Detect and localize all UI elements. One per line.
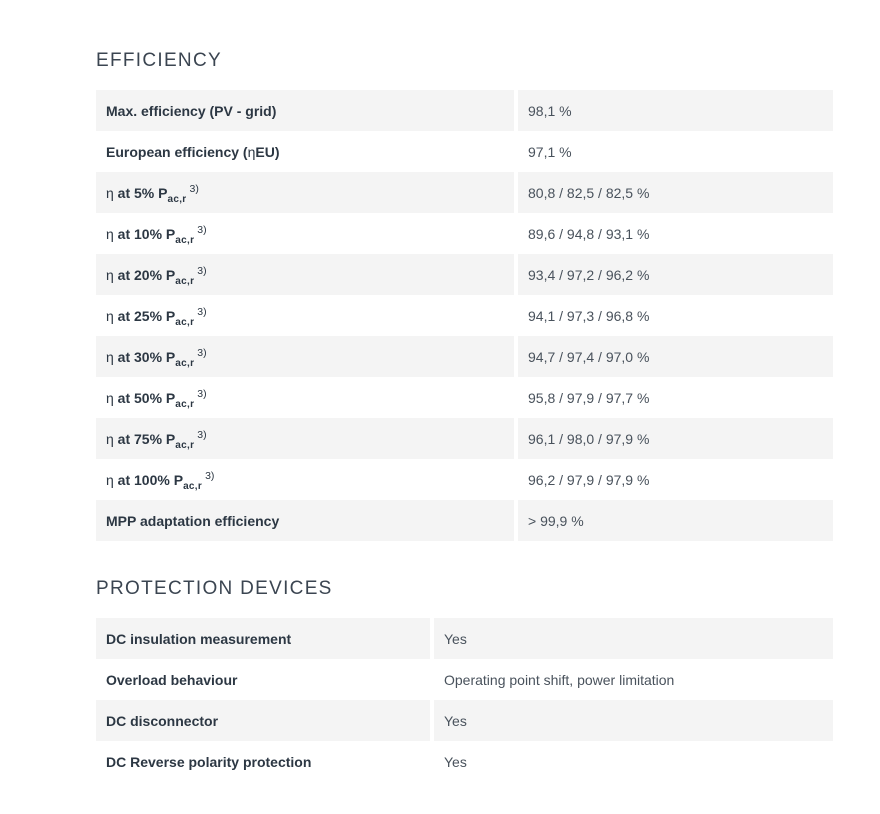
spec-label: η at 20% Pac,r3) [96, 254, 514, 295]
spec-label: η at 10% Pac,r3) [96, 213, 514, 254]
label-text: DC disconnector [106, 712, 219, 729]
spec-value: 94,7 / 97,4 / 97,0 % [518, 336, 833, 377]
spec-value: 94,1 / 97,3 / 96,8 % [518, 295, 833, 336]
spec-label: DC disconnector [96, 700, 430, 741]
spec-label: η at 100% Pac,r3) [96, 459, 514, 500]
table-row: Max. efficiency (PV - grid) 98,1 % [96, 90, 833, 131]
spec-label: MPP adaptation efficiency [96, 500, 514, 541]
table-row: η at 5% Pac,r3) 80,8 / 82,5 / 82,5 % [96, 172, 833, 213]
label-text: Max. efficiency (PV - grid) [106, 102, 277, 119]
label-text: η at 50% Pac,r3) [106, 387, 207, 410]
table-row: η at 20% Pac,r3) 93,4 / 97,2 / 96,2 % [96, 254, 833, 295]
spec-value: 95,8 / 97,9 / 97,7 % [518, 377, 833, 418]
subscript: ac,r [167, 193, 187, 205]
spec-value: 96,2 / 97,9 / 97,9 % [518, 459, 833, 500]
label-text: European efficiency (ηEU) [106, 143, 280, 160]
subscript: ac,r [175, 234, 195, 246]
label-text: η at 30% Pac,r3) [106, 346, 207, 369]
footnote-marker: 3) [189, 182, 199, 195]
spec-value: > 99,9 % [518, 500, 833, 541]
protection-devices-section: PROTECTION DEVICES DC insulation measure… [96, 578, 833, 782]
footnote-marker: 3) [205, 469, 215, 482]
label-text: Overload behaviour [106, 671, 238, 688]
subscript: ac,r [175, 357, 195, 369]
datasheet-page: EFFICIENCY Max. efficiency (PV - grid) 9… [96, 50, 833, 782]
eta-symbol: η [106, 266, 114, 283]
spec-value: 97,1 % [518, 131, 833, 172]
spec-value: Yes [434, 741, 833, 782]
eta-symbol: η [106, 430, 114, 447]
label-text: DC insulation measurement [106, 630, 292, 647]
label-text: MPP adaptation efficiency [106, 512, 280, 529]
spec-label: η at 30% Pac,r3) [96, 336, 514, 377]
label-text: DC Reverse polarity protection [106, 753, 312, 770]
table-row: European efficiency (ηEU) 97,1 % [96, 131, 833, 172]
footnote-marker: 3) [197, 346, 207, 359]
eta-symbol: η [106, 389, 114, 406]
footnote-marker: 3) [197, 428, 207, 441]
eta-symbol: η [106, 471, 114, 488]
table-row: η at 75% Pac,r3) 96,1 / 98,0 / 97,9 % [96, 418, 833, 459]
label-text: η at 20% Pac,r3) [106, 264, 207, 287]
eta-symbol: η [106, 307, 114, 324]
spec-label: η at 5% Pac,r3) [96, 172, 514, 213]
spec-value: 80,8 / 82,5 / 82,5 % [518, 172, 833, 213]
subscript: ac,r [183, 480, 203, 492]
eta-symbol: η [106, 225, 114, 242]
spec-label: η at 25% Pac,r3) [96, 295, 514, 336]
spec-value: Yes [434, 700, 833, 741]
footnote-marker: 3) [197, 223, 207, 236]
label-text: η at 10% Pac,r3) [106, 223, 207, 246]
table-row: DC insulation measurement Yes [96, 618, 833, 659]
table-row: η at 10% Pac,r3) 89,6 / 94,8 / 93,1 % [96, 213, 833, 254]
table-row: η at 50% Pac,r3) 95,8 / 97,9 / 97,7 % [96, 377, 833, 418]
spec-value: 89,6 / 94,8 / 93,1 % [518, 213, 833, 254]
spec-label: Max. efficiency (PV - grid) [96, 90, 514, 131]
label-text: η at 25% Pac,r3) [106, 305, 207, 328]
footnote-marker: 3) [197, 387, 207, 400]
subscript: ac,r [175, 439, 195, 451]
spec-label: Overload behaviour [96, 659, 430, 700]
table-row: η at 30% Pac,r3) 94,7 / 97,4 / 97,0 % [96, 336, 833, 377]
spec-value: 93,4 / 97,2 / 96,2 % [518, 254, 833, 295]
efficiency-section: EFFICIENCY Max. efficiency (PV - grid) 9… [96, 50, 833, 541]
spec-label: DC insulation measurement [96, 618, 430, 659]
label-text: η at 75% Pac,r3) [106, 428, 207, 451]
subscript: ac,r [175, 316, 195, 328]
spec-label: η at 75% Pac,r3) [96, 418, 514, 459]
protection-devices-table: DC insulation measurement Yes Overload b… [96, 618, 833, 782]
table-row: MPP adaptation efficiency > 99,9 % [96, 500, 833, 541]
table-row: DC disconnector Yes [96, 700, 833, 741]
footnote-marker: 3) [197, 264, 207, 277]
table-row: η at 100% Pac,r3) 96,2 / 97,9 / 97,9 % [96, 459, 833, 500]
label-text: η at 5% Pac,r3) [106, 182, 199, 205]
spec-value: 98,1 % [518, 90, 833, 131]
table-row: η at 25% Pac,r3) 94,1 / 97,3 / 96,8 % [96, 295, 833, 336]
spec-value: Yes [434, 618, 833, 659]
eta-symbol: η [247, 143, 256, 160]
eta-symbol: η [106, 184, 114, 201]
efficiency-table: Max. efficiency (PV - grid) 98,1 % Europ… [96, 90, 833, 541]
eta-symbol: η [106, 348, 114, 365]
subscript: ac,r [175, 275, 195, 287]
spec-label: European efficiency (ηEU) [96, 131, 514, 172]
label-text: η at 100% Pac,r3) [106, 469, 215, 492]
table-row: DC Reverse polarity protection Yes [96, 741, 833, 782]
table-row: Overload behaviour Operating point shift… [96, 659, 833, 700]
subscript: ac,r [175, 398, 195, 410]
spec-label: η at 50% Pac,r3) [96, 377, 514, 418]
section-title-efficiency: EFFICIENCY [96, 50, 222, 71]
section-title-protection-devices: PROTECTION DEVICES [96, 578, 333, 599]
footnote-marker: 3) [197, 305, 207, 318]
spec-value: 96,1 / 98,0 / 97,9 % [518, 418, 833, 459]
spec-label: DC Reverse polarity protection [96, 741, 430, 782]
spec-value: Operating point shift, power limitation [434, 659, 833, 700]
